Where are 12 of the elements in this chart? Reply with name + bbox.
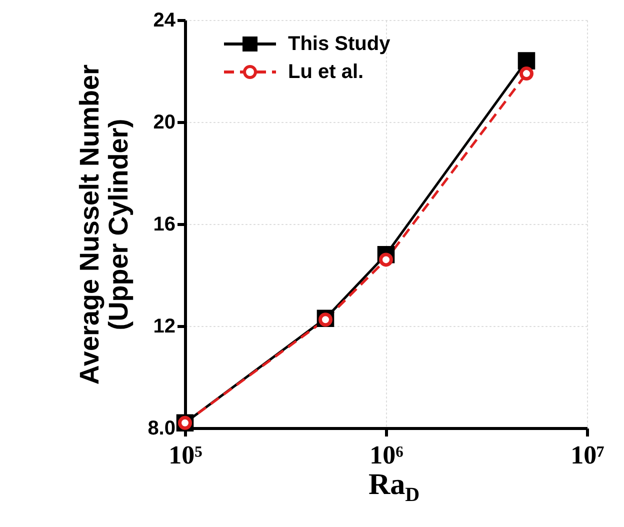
y-tick-label: 20 [153, 112, 176, 134]
y-tick-label: 24 [153, 10, 176, 32]
x-tick-label: 10⁶ [370, 440, 404, 470]
y-tick-label: 8.0 [148, 418, 176, 440]
y-tick-label: 12 [153, 316, 176, 338]
x-axis-title: Ra$_{D}$ [367, 468, 421, 507]
x-tick-label: 10⁵ [168, 440, 203, 470]
legend-label: Lu et al. [288, 60, 364, 84]
legend-label: This Study [288, 32, 390, 56]
x-tick-label: 10⁷ [570, 440, 605, 470]
y-axis-title: Average Nusselt Number (Upper Cylinder) [74, 64, 134, 385]
y-tick-label: 16 [153, 214, 176, 236]
